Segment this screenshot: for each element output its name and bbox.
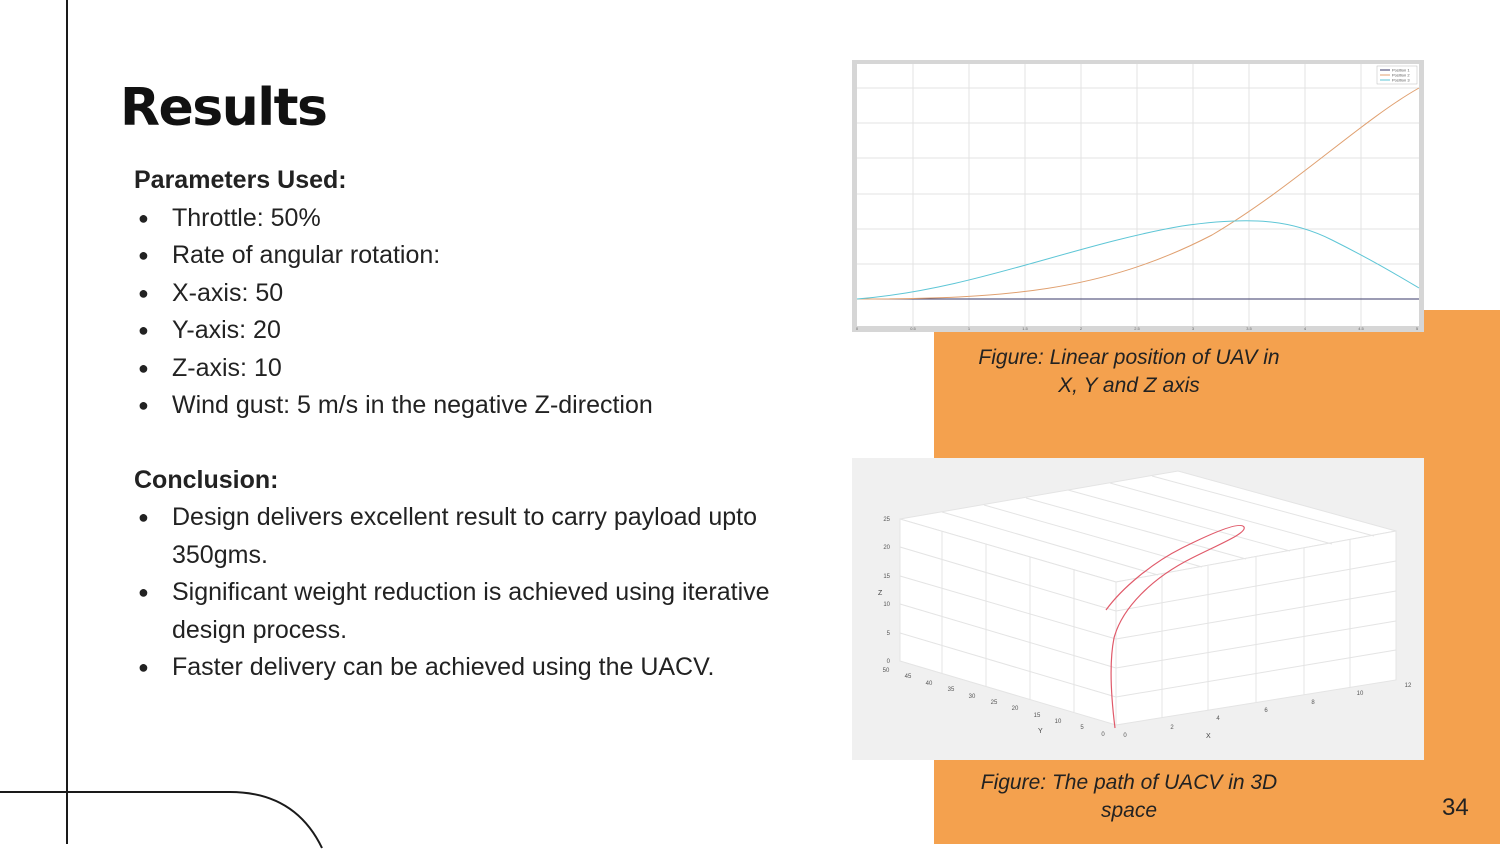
list-item: Rate of angular rotation: xyxy=(134,237,784,275)
caption-line: space xyxy=(1100,799,1158,822)
conclusion-heading: Conclusion: xyxy=(134,465,279,494)
y-tick-label: 5 xyxy=(1080,725,1084,731)
y-tick-label: 0 xyxy=(1101,732,1105,738)
conclusion-list: Design delivers excellent result to carr… xyxy=(134,499,784,687)
x-tick-label: 0 xyxy=(856,326,859,331)
legend-label: Position 1 xyxy=(1392,68,1410,73)
list-item: Faster delivery can be achieved using th… xyxy=(134,649,784,687)
x-tick-label: 6 xyxy=(1264,708,1268,714)
list-item: Significant weight reduction is achieved… xyxy=(134,574,784,649)
x-tick-label: 4.5 xyxy=(1358,326,1364,331)
decorative-vertical-line xyxy=(66,0,68,844)
x-tick-label: 0.5 xyxy=(910,326,916,331)
caption-line: X, Y and Z axis xyxy=(1058,374,1200,397)
list-item: Design delivers excellent result to carr… xyxy=(134,499,784,574)
uacv-path xyxy=(1105,524,1245,729)
decorative-corner-arc xyxy=(0,791,323,849)
x-tick-label: 2 xyxy=(1080,326,1083,331)
y-axis-label: Y xyxy=(1038,728,1043,735)
3d-path-figure: 0 5 10 15 20 25 Z 50 45 40 35 30 25 20 1… xyxy=(852,458,1424,760)
x-tick-label: 2 xyxy=(1170,725,1174,731)
list-item: Throttle: 50% xyxy=(134,200,784,238)
y-tick-label: 15 xyxy=(1034,713,1041,719)
linear-position-figure: Position 1 Position 2 Position 3 0 0.5 1… xyxy=(852,60,1424,332)
parameters-heading: Parameters Used: xyxy=(134,166,347,194)
y-tick-label: 45 xyxy=(905,674,912,680)
x-tick-label: 5 xyxy=(1416,326,1419,331)
x-tick-label: 1 xyxy=(968,326,971,331)
page-title: Results xyxy=(120,78,328,138)
x-tick-label: 1.5 xyxy=(1022,326,1028,331)
list-item: Y-axis: 20 xyxy=(134,312,784,350)
z-tick-label: 0 xyxy=(887,659,891,665)
z-tick-label: 15 xyxy=(883,574,890,580)
z-tick-label: 10 xyxy=(883,602,890,608)
list-item: Wind gust: 5 m/s in the negative Z-direc… xyxy=(134,387,784,425)
y-tick-label: 10 xyxy=(1055,719,1062,725)
x-tick-label: 10 xyxy=(1357,691,1364,697)
legend-label: Position 2 xyxy=(1392,73,1410,78)
x-tick-label: 4 xyxy=(1216,716,1220,722)
figure1-caption: Figure: Linear position of UAV in X, Y a… xyxy=(934,344,1324,400)
list-item: Z-axis: 10 xyxy=(134,350,784,388)
z-tick-label: 25 xyxy=(883,517,890,523)
z-tick-label: 20 xyxy=(883,545,890,551)
figure2-caption: Figure: The path of UACV in 3D space xyxy=(934,769,1324,825)
slide-body: Parameters Used: Throttle: 50% Rate of a… xyxy=(134,162,784,687)
x-tick-label: 0 xyxy=(1123,733,1127,739)
x-tick-label: 2.5 xyxy=(1134,326,1140,331)
y-tick-label: 40 xyxy=(926,681,933,687)
list-item: X-axis: 50 xyxy=(134,275,784,313)
parameters-list: Throttle: 50% Rate of angular rotation: … xyxy=(134,200,784,425)
legend-label: Position 3 xyxy=(1392,78,1410,83)
z-axis-label: Z xyxy=(878,590,883,597)
x-tick-label: 3 xyxy=(1192,326,1195,331)
x-tick-label: 3.5 xyxy=(1246,326,1252,331)
x-tick-label: 8 xyxy=(1311,700,1315,706)
x-axis-label: X xyxy=(1206,733,1211,740)
y-tick-label: 30 xyxy=(969,694,976,700)
page-number: 34 xyxy=(1442,794,1469,821)
y-tick-label: 25 xyxy=(991,700,998,706)
y-tick-label: 50 xyxy=(883,668,890,674)
z-tick-label: 5 xyxy=(887,631,891,637)
x-tick-label: 4 xyxy=(1304,326,1307,331)
caption-line: Figure: Linear position of UAV in xyxy=(978,346,1280,369)
x-tick-label: 12 xyxy=(1405,683,1412,689)
caption-line: Figure: The path of UACV in 3D xyxy=(980,771,1278,794)
series-position-3 xyxy=(856,220,1420,300)
y-tick-label: 35 xyxy=(948,687,955,693)
series-position-2 xyxy=(856,87,1420,300)
y-tick-label: 20 xyxy=(1012,706,1019,712)
